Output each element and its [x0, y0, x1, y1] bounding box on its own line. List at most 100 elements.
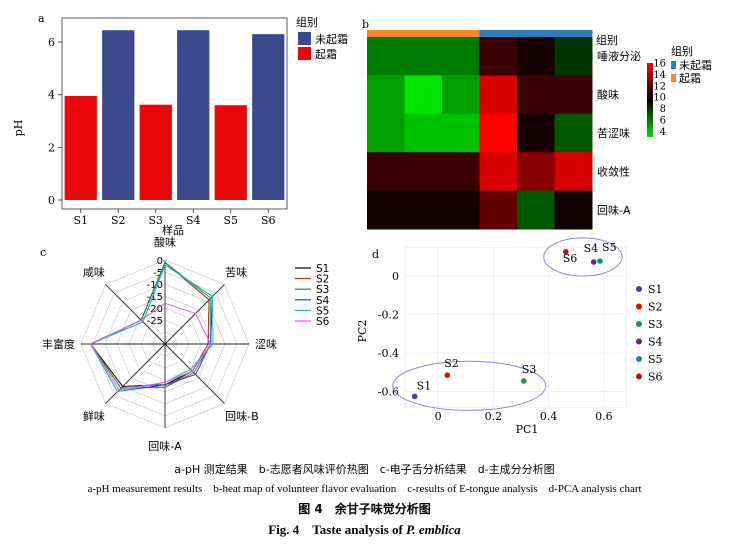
plot-frame: [404, 246, 627, 408]
caption-species-name: P. emblica: [406, 522, 461, 537]
x-axis-title: 样品: [162, 223, 184, 237]
heatmap-cell: [442, 75, 480, 115]
heatmap-cell: [479, 190, 518, 230]
heatmap-cell: [554, 113, 593, 153]
radar-axis-line: [164, 343, 225, 404]
heatmap-cell: [442, 152, 480, 192]
legend-label-S4: S4: [316, 295, 330, 307]
heatmap-cell: [404, 113, 443, 153]
panel-label-d: d: [372, 248, 379, 261]
radial-tick-label: -25: [147, 316, 163, 327]
x-axis-title: PC1: [516, 423, 539, 436]
legend-label-S1: S1: [648, 283, 663, 296]
point-S5: [597, 258, 603, 264]
bar-S5: [214, 105, 247, 200]
heatmap-cell: [404, 75, 443, 115]
colorbar-tick-label: 8: [660, 104, 666, 115]
colorbar-tick-label: 14: [653, 70, 666, 81]
legend-label-S1: S1: [316, 263, 329, 275]
colorbar-tick-label: 10: [653, 93, 666, 104]
legend-label-unfrosted: 未起霜: [315, 33, 348, 46]
radial-tick-label: -15: [147, 292, 163, 303]
legend-label-S4: S4: [648, 336, 663, 349]
y-tick-label: 2: [48, 141, 55, 154]
colorbar-tick-label: 16: [653, 59, 666, 70]
heatmap-cell: [442, 113, 480, 153]
point-S2: [444, 372, 451, 378]
caption-subpanels-cn: a-pH 测定结果 b-志愿者风味评价热图 c-电子舌分析结果 d-主成分分析图: [174, 463, 555, 476]
legend-label-S3: S3: [316, 284, 329, 296]
point-S3: [520, 378, 527, 384]
heatmap-cell: [367, 75, 405, 115]
y-tick-label: -0.6: [378, 386, 399, 399]
legend-swatch-unfrosted: [298, 32, 311, 45]
row-label: 苦涩味: [597, 127, 630, 140]
legend-swatch-frosted: [671, 74, 676, 82]
point-label-S3: S3: [522, 363, 537, 376]
group-annotation-cell: [517, 30, 555, 37]
y-axis-title: PC2: [356, 320, 369, 343]
radial-tick-label: -5: [153, 268, 163, 279]
x-tick-label: S2: [111, 214, 126, 227]
point-S6: [562, 249, 569, 255]
radar-axis-label: 回味-A: [148, 440, 182, 453]
legend-label-S5: S5: [316, 305, 329, 317]
heatmap-cell: [367, 37, 405, 76]
legend-label-S5: S5: [648, 353, 663, 366]
row-label: 唾液分泌: [597, 49, 641, 63]
panel-label-b: b: [362, 18, 369, 31]
radar-axis-label: 苦味: [225, 266, 247, 279]
point-label-S4: S4: [584, 242, 599, 255]
y-tick-label: 4: [48, 89, 55, 102]
group-annotation-cell: [404, 30, 443, 37]
x-tick-label: 0: [435, 410, 442, 423]
plot-frame: [61, 17, 288, 210]
radar-axis-label: 酸味: [154, 235, 176, 249]
heatmap-cell: [404, 37, 443, 76]
bar-S3: [139, 104, 172, 200]
radar-axis-label: 鲜味: [83, 409, 105, 423]
caption-title-en: Fig. 4 Taste analysis of P. emblica: [0, 519, 729, 538]
x-tick-label: 0.4: [540, 410, 558, 423]
x-tick-label: S1: [73, 214, 88, 227]
panel-label-a: a: [38, 12, 45, 25]
radar-axis-line: [164, 284, 225, 345]
radar-axis-line: [105, 343, 166, 404]
x-tick-label: 0.6: [595, 410, 613, 423]
bar-S6: [252, 34, 285, 200]
radar-axis-label: 涩味: [255, 338, 277, 351]
point-label-S5: S5: [602, 241, 617, 254]
colorbar-tick-label: 4: [660, 127, 666, 138]
bar-S4: [177, 30, 210, 200]
legend-dot-S3: [636, 321, 642, 327]
point-S4: [590, 259, 597, 265]
radar-axis-label: 回味-B: [225, 410, 259, 423]
heatmap-cell: [554, 152, 593, 192]
group-annotation-cell: [442, 30, 480, 37]
cluster-ellipse: [392, 360, 547, 411]
panel-label-c: c: [40, 246, 46, 259]
point-label-S1: S1: [417, 379, 432, 392]
heatmap-cell: [479, 75, 518, 115]
x-tick-label: S4: [186, 214, 201, 227]
panel-c-radar: c 0-5-10-15-20-25 酸味苦味涩味回味-B回味-A鲜味丰富度咸味 …: [40, 235, 330, 453]
colorbar: [647, 63, 653, 137]
legend-title: 组别: [296, 15, 318, 29]
x-tick-label: 0.2: [485, 410, 503, 423]
row-label: 回味-A: [597, 204, 631, 217]
y-tick-label: -0.2: [378, 308, 399, 321]
heatmap-cell: [479, 37, 518, 76]
heatmap-cell: [442, 37, 480, 76]
heatmap-cell: [517, 152, 555, 192]
legend-dot-S5: [636, 356, 642, 362]
heatmap-cell: [554, 190, 593, 230]
bar-S1: [64, 96, 97, 200]
heatmap-legend-title: 组别: [671, 44, 693, 58]
heatmap-cell: [554, 37, 593, 76]
radial-tick-label: -10: [147, 280, 163, 291]
legend-label-frosted: 起霜: [315, 48, 337, 61]
heatmap-cell: [517, 37, 555, 76]
caption-subpanels-en: a-pH measurement results b-heat map of v…: [87, 483, 642, 495]
